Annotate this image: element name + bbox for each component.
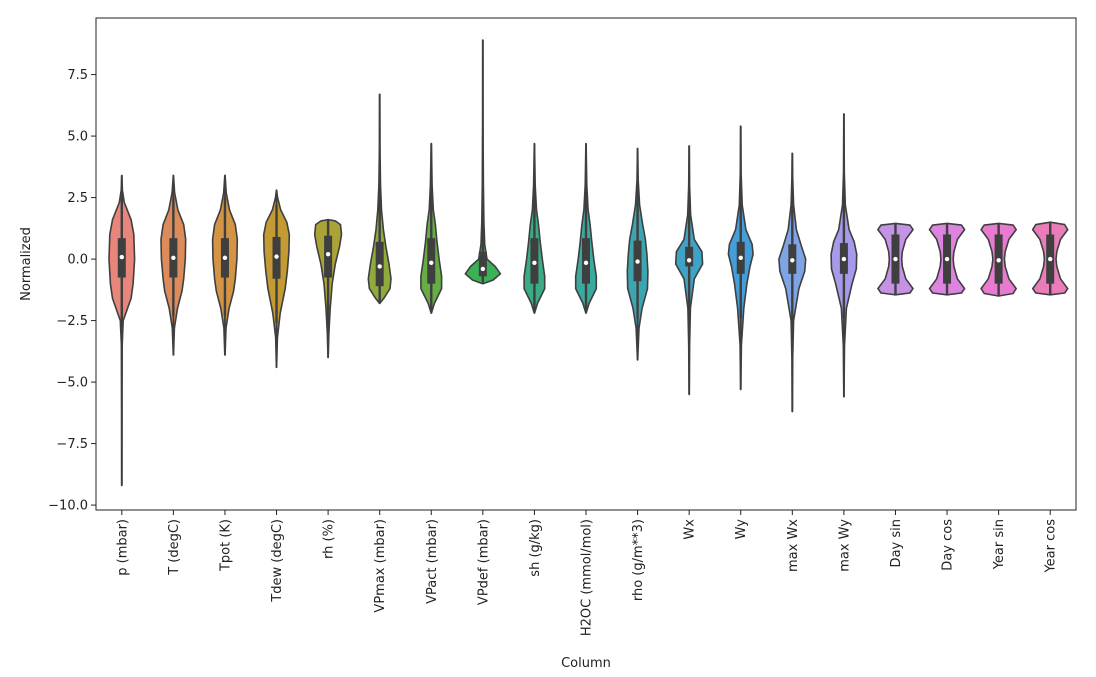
violin-median (944, 256, 950, 262)
x-tick-label: Wx (683, 519, 698, 540)
violin-median (790, 258, 795, 263)
violin-median (635, 259, 640, 264)
x-tick-label: rh (%) (322, 519, 337, 559)
violin-2 (211, 174, 239, 356)
violin-9 (574, 142, 598, 314)
y-axis: −10.0 −7.5 −5.0 −2.5 0.0 2.5 5.0 7.5 (48, 68, 96, 514)
x-tick-label: max Wx (786, 519, 801, 572)
violin-6 (420, 142, 443, 314)
x-tick-label: Wy (734, 519, 749, 540)
x-axis-title: Column (561, 656, 611, 671)
violin-median (222, 255, 228, 261)
violin-median (893, 256, 898, 262)
y-tick-label: 5.0 (67, 130, 88, 145)
violin-median (429, 260, 434, 265)
violin-median (1048, 256, 1053, 262)
violin-11 (674, 145, 704, 396)
violin-median (325, 251, 331, 257)
violin-15 (877, 222, 914, 296)
x-tick-label: Day sin (889, 519, 904, 567)
y-tick-label: 0.0 (67, 253, 88, 268)
violin-13 (778, 152, 807, 413)
violin-median (738, 255, 743, 261)
y-tick-label: −7.5 (56, 437, 88, 452)
violin-8 (523, 142, 546, 314)
x-tick-label: VPmax (mbar) (373, 519, 388, 613)
x-tick-label: Tpot (K) (218, 519, 233, 572)
x-tick-label: Year cos (1044, 519, 1059, 574)
x-tick-label: rho (g/m**3) (631, 519, 646, 601)
x-tick-label: VPdef (mbar) (476, 519, 491, 605)
violin-iqr-box (375, 241, 384, 287)
x-tick-label: H2OC (mmol/mol) (580, 519, 595, 636)
violin-12 (727, 125, 754, 391)
violin-median (480, 266, 486, 272)
violin-iqr-box (685, 246, 694, 267)
violin-group (108, 39, 1069, 487)
violin-16 (928, 222, 966, 296)
y-tick-label: −5.0 (56, 376, 88, 391)
violin-median (532, 260, 537, 265)
violin-3 (262, 189, 291, 369)
violin-median (377, 264, 382, 269)
violin-median (274, 254, 279, 259)
violin-14 (830, 113, 858, 398)
x-tick-label: Tdew (degC) (270, 519, 285, 603)
violin-18 (1031, 221, 1069, 296)
violin-0 (108, 174, 136, 487)
violin-median (119, 254, 124, 260)
x-tick-label: sh (g/kg) (528, 519, 543, 577)
violin-5 (367, 93, 392, 305)
x-tick-label: max Wy (837, 519, 852, 572)
y-tick-label: −2.5 (56, 314, 88, 329)
violin-1 (160, 174, 187, 356)
violin-median (583, 260, 589, 265)
violin-median (996, 258, 1001, 263)
x-tick-label: T (degC) (167, 519, 182, 576)
y-tick-label: 7.5 (67, 68, 88, 83)
x-axis: p (mbar) T (degC) Tpot (K) Tdew (degC) rh (%… (115, 510, 1059, 636)
violin-4 (313, 218, 343, 359)
x-tick-label: Day cos (941, 519, 956, 571)
violin-median (171, 255, 176, 261)
violin-7 (464, 39, 502, 285)
x-tick-label: Year sin (992, 519, 1007, 570)
x-tick-label: VPact (mbar) (425, 519, 440, 604)
x-tick-label: p (mbar) (115, 519, 130, 576)
violin-iqr-box (478, 251, 487, 277)
y-tick-label: −10.0 (48, 499, 88, 514)
violin-median (841, 256, 847, 262)
violin-iqr-box (324, 235, 333, 278)
y-axis-title: Normalized (19, 227, 34, 301)
violin-10 (626, 147, 649, 361)
violin-median (686, 258, 692, 263)
violin-17 (980, 222, 1017, 297)
y-tick-label: 2.5 (67, 191, 88, 206)
